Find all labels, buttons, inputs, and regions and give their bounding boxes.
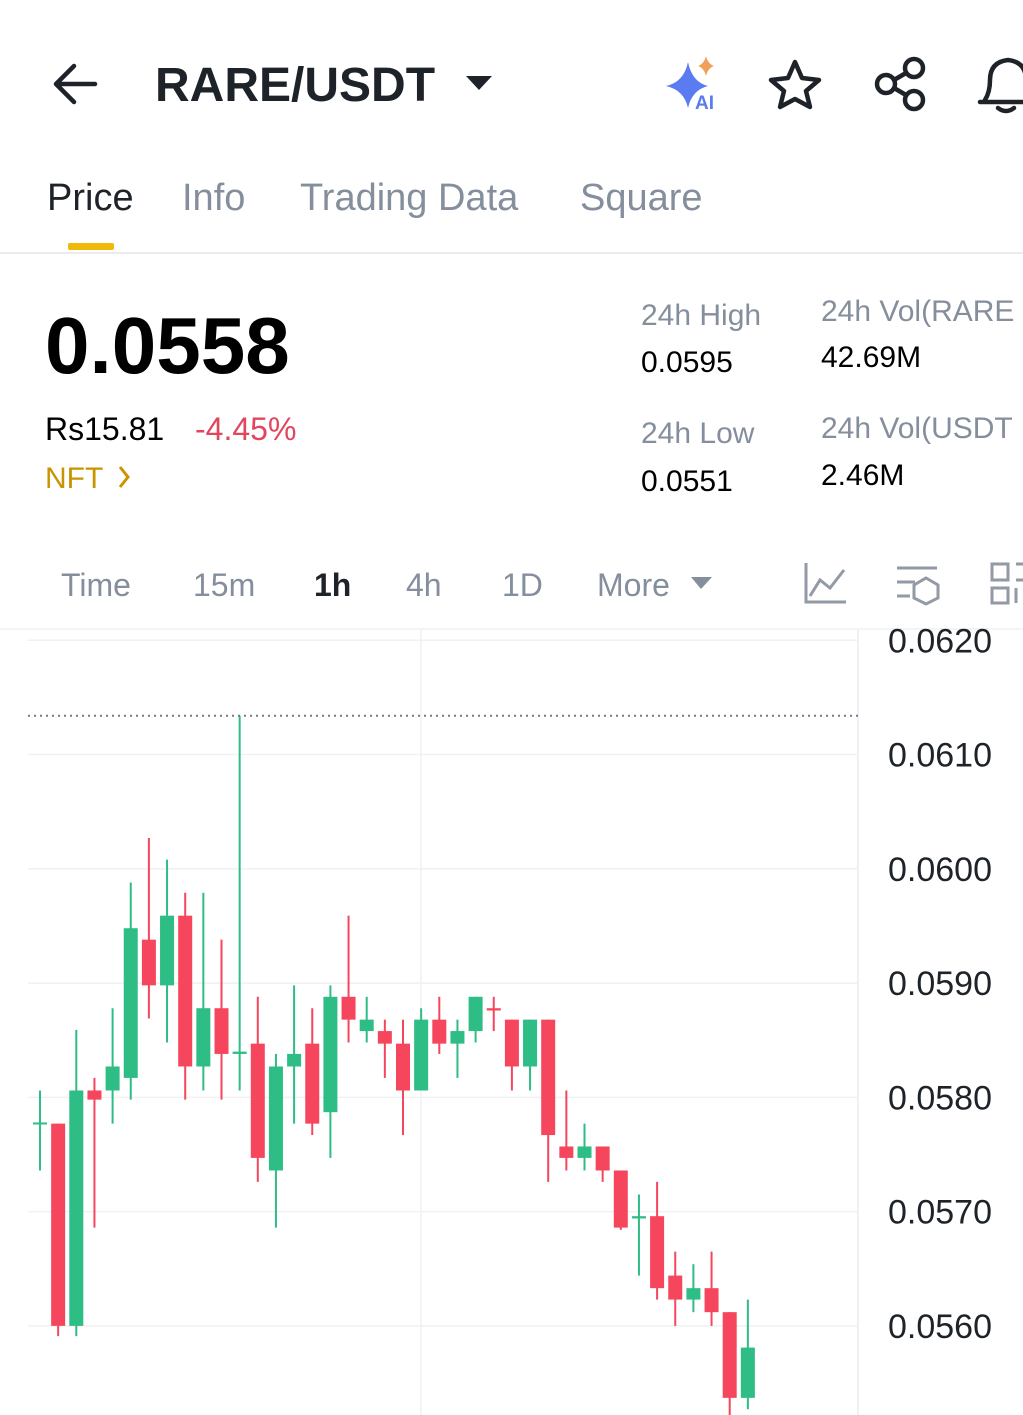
ai-sparkle [666, 62, 708, 108]
candle-body [123, 928, 138, 1078]
candle-body [160, 915, 175, 986]
y-tick-label: 0.0570 [888, 1194, 992, 1232]
candle-body [541, 1019, 556, 1136]
local-price: Rs15.81 [45, 411, 164, 447]
pair-dropdown[interactable] [466, 76, 492, 90]
layout-button[interactable] [990, 562, 1023, 605]
stat-value: 42.69M [821, 341, 921, 374]
tab[interactable]: Trading Data [300, 177, 519, 219]
tag[interactable]: NFT [45, 462, 103, 495]
candle-body [650, 1216, 665, 1289]
divider [0, 628, 1023, 630]
candle-body [287, 1053, 302, 1067]
candle-body [33, 1122, 47, 1125]
candle-body [432, 1019, 447, 1044]
indicator-button[interactable] [804, 563, 846, 604]
candle-body [595, 1146, 610, 1171]
candle-body [486, 1008, 501, 1011]
candle-body [105, 1066, 120, 1091]
candle-body [232, 1051, 247, 1054]
interval[interactable]: 4h [406, 567, 442, 603]
candle-body [323, 996, 338, 1113]
y-tick-label: 0.0580 [888, 1079, 992, 1117]
stat-label: 24h Low [641, 417, 755, 450]
candle-body [377, 1031, 392, 1044]
candle-body [559, 1146, 574, 1158]
ai-button[interactable]: AI [666, 56, 714, 114]
candle-body [341, 996, 356, 1020]
tab[interactable]: Square [580, 177, 703, 219]
stat-value: 0.0595 [641, 346, 733, 379]
stat-value: 0.0551 [641, 465, 733, 498]
candle-body [523, 1019, 538, 1067]
stat-label: 24h High [641, 299, 761, 332]
candle-body [414, 1019, 429, 1091]
y-tick-label: 0.0610 [888, 737, 992, 775]
divider [0, 252, 1023, 254]
tab-indicator [68, 243, 114, 250]
stat-value: 2.46M [821, 459, 904, 492]
candle-body [305, 1043, 320, 1124]
candle-body [178, 915, 193, 1067]
y-tick-label: 0.0560 [888, 1308, 992, 1346]
stat-label: 24h Vol(USDT [821, 412, 1013, 445]
candle-body [214, 1008, 229, 1054]
tab[interactable]: Price [47, 177, 134, 219]
interval[interactable]: 1D [502, 567, 543, 603]
candle-body [141, 939, 156, 986]
settings-button[interactable] [897, 566, 940, 606]
back-button[interactable] [53, 63, 98, 105]
candle-body [359, 1019, 374, 1032]
candle-body [396, 1043, 410, 1091]
stat-label: 24h Vol(RARE [821, 295, 1014, 328]
candle-body [268, 1066, 283, 1171]
tab[interactable]: Info [182, 177, 245, 219]
candle-body [704, 1288, 719, 1313]
ai-label: AI [695, 93, 714, 114]
more-dropdown[interactable] [691, 577, 712, 589]
interval[interactable]: Time [61, 567, 131, 603]
interval[interactable]: 1h [314, 567, 351, 603]
favorite-button[interactable] [768, 59, 822, 110]
candle-body [668, 1275, 683, 1300]
candle-body [504, 1019, 519, 1067]
candle-body [69, 1090, 84, 1326]
price-change: -4.45% [195, 411, 296, 447]
tag-chevron [118, 466, 130, 488]
y-tick-label: 0.0600 [888, 851, 992, 889]
interval[interactable]: More [597, 567, 670, 603]
candle-body [686, 1288, 701, 1300]
candle-body [196, 1008, 211, 1067]
candle-body [613, 1170, 628, 1228]
candle-body [631, 1216, 646, 1219]
candle-body [468, 996, 483, 1032]
y-tick-label: 0.0620 [888, 622, 992, 660]
candle-body [51, 1123, 66, 1326]
candle-body [740, 1347, 755, 1398]
ai-sparkle-small [698, 56, 714, 76]
candle-body [87, 1090, 102, 1100]
alert-button[interactable] [977, 57, 1023, 114]
pair-title[interactable]: RARE/USDT [155, 59, 435, 112]
interval[interactable]: 15m [193, 567, 255, 603]
candle-body [577, 1146, 592, 1158]
candle-body [250, 1043, 265, 1158]
candle-body [722, 1312, 737, 1398]
candle-body [450, 1031, 465, 1044]
y-tick-label: 0.0590 [888, 965, 992, 1003]
share-button[interactable] [874, 56, 926, 112]
last-price: 0.0558 [45, 301, 290, 390]
